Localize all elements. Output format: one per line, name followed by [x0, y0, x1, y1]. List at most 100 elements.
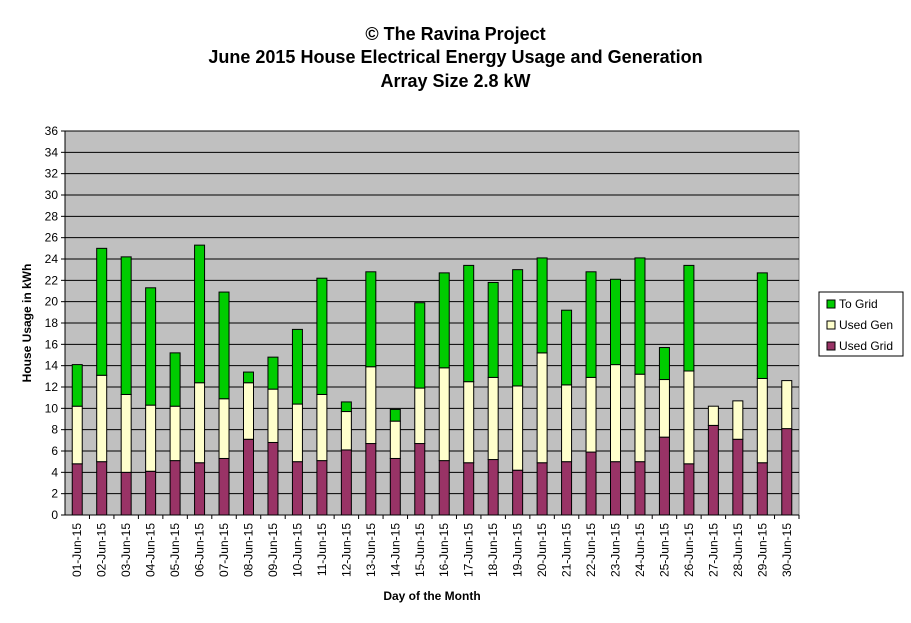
- bar-used-gen: [267, 388, 279, 443]
- bar-used-gen: [218, 398, 230, 459]
- bar-used-grid: [316, 460, 328, 516]
- bar-to-grid: [169, 352, 181, 407]
- y-tick-label: 4: [51, 465, 58, 479]
- bar-used-gen: [512, 385, 524, 471]
- bar-used-grid: [585, 451, 597, 516]
- bar-to-grid: [340, 401, 352, 413]
- y-axis-title: House Usage in kWh: [20, 264, 34, 383]
- bar-used-grid: [658, 436, 670, 516]
- y-tick-label: 24: [45, 252, 59, 266]
- bar-to-grid: [536, 257, 548, 354]
- bars-group: [71, 244, 793, 516]
- bar-used-gen: [610, 364, 621, 463]
- y-tick-label: 32: [45, 167, 59, 181]
- x-tick-label: 14-Jun-15: [388, 523, 402, 577]
- x-tick-label: 29-Jun-15: [755, 523, 769, 577]
- x-tick-label: 05-Jun-15: [168, 523, 182, 577]
- y-tick-label: 28: [45, 209, 59, 223]
- bar-used-gen: [561, 384, 573, 463]
- y-tick-label: 16: [45, 337, 59, 351]
- y-tick-label: 0: [51, 508, 58, 522]
- bar-used-grid: [120, 471, 132, 516]
- legend-swatch: [826, 299, 836, 309]
- bar-used-grid: [291, 461, 303, 516]
- y-tick-label: 36: [45, 124, 59, 138]
- bar-used-gen: [414, 387, 426, 445]
- bar-used-gen: [389, 420, 401, 459]
- bar-to-grid: [463, 264, 475, 383]
- x-tick-label: 28-Jun-15: [731, 523, 745, 577]
- bar-to-grid: [96, 247, 108, 376]
- y-tick-label: 30: [45, 188, 59, 202]
- bar-to-grid: [585, 271, 597, 378]
- x-tick-label: 01-Jun-15: [70, 523, 84, 577]
- bar-used-grid: [756, 462, 768, 516]
- bar-to-grid: [316, 277, 328, 395]
- x-tick-label: 23-Jun-15: [609, 523, 623, 577]
- bar-used-grid: [732, 438, 744, 516]
- bar-used-gen: [291, 403, 303, 463]
- bar-used-gen: [683, 370, 695, 465]
- bar-used-grid: [218, 457, 230, 516]
- bar-used-grid: [512, 469, 524, 516]
- x-tick-label: 19-Jun-15: [511, 523, 525, 577]
- bar-to-grid: [218, 291, 230, 400]
- bar-used-gen: [585, 376, 597, 453]
- legend: To Grid Used Gen Used Grid: [818, 291, 904, 357]
- x-tick-label: 08-Jun-15: [242, 523, 256, 577]
- bar-used-gen: [365, 366, 377, 445]
- x-tick-label: 03-Jun-15: [119, 523, 133, 577]
- x-tick-label: 20-Jun-15: [535, 523, 549, 577]
- bar-used-gen: [71, 405, 83, 465]
- x-axis-ticks: 01-Jun-15 02-Jun-15 03-Jun-15 04-Jun-15 05-J…: [70, 515, 800, 577]
- y-tick-label: 22: [45, 273, 59, 287]
- bar-used-gen: [707, 405, 719, 426]
- bar-used-grid: [96, 461, 108, 516]
- y-tick-label: 14: [45, 359, 59, 373]
- bar-used-grid: [683, 463, 695, 516]
- bar-used-gen: [340, 411, 352, 451]
- x-tick-label: 27-Jun-15: [706, 523, 720, 577]
- bar-used-grid: [340, 449, 352, 516]
- y-tick-label: 26: [45, 231, 59, 245]
- x-tick-label: 21-Jun-15: [560, 523, 574, 577]
- bar-to-grid: [194, 244, 206, 384]
- legend-swatch: [826, 341, 836, 351]
- bar-used-gen: [487, 376, 499, 461]
- y-tick-label: 6: [51, 444, 58, 458]
- x-tick-label: 10-Jun-15: [290, 523, 304, 577]
- bar-to-grid: [561, 309, 573, 386]
- x-tick-label: 25-Jun-15: [657, 523, 671, 577]
- bar-used-grid: [243, 438, 254, 516]
- bar-used-gen: [781, 380, 793, 430]
- bar-used-gen: [243, 382, 254, 440]
- x-tick-label: 07-Jun-15: [217, 523, 231, 577]
- bar-to-grid: [512, 269, 524, 387]
- bar-to-grid: [683, 264, 695, 372]
- bar-to-grid: [610, 278, 621, 366]
- bar-used-gen: [536, 352, 548, 464]
- y-tick-label: 10: [45, 401, 59, 415]
- x-tick-label: 18-Jun-15: [486, 523, 500, 577]
- legend-label: Used Grid: [839, 339, 893, 353]
- bar-used-grid: [707, 424, 719, 516]
- bar-to-grid: [756, 272, 768, 379]
- bar-used-grid: [389, 457, 401, 516]
- x-tick-label: 15-Jun-15: [413, 523, 427, 577]
- x-tick-label: 04-Jun-15: [144, 523, 158, 577]
- bar-to-grid: [634, 257, 646, 375]
- bar-used-grid: [438, 460, 450, 516]
- x-tick-label: 17-Jun-15: [462, 523, 476, 577]
- chart-title-line-3: Array Size 2.8 kW: [380, 71, 531, 91]
- bar-used-grid: [634, 461, 646, 516]
- x-tick-label: 24-Jun-15: [633, 523, 647, 577]
- bar-to-grid: [414, 302, 426, 389]
- bar-used-gen: [463, 381, 475, 464]
- y-tick-label: 12: [45, 380, 59, 394]
- bar-to-grid: [71, 364, 83, 407]
- bar-used-grid: [610, 461, 621, 516]
- bar-to-grid: [658, 347, 670, 381]
- bar-to-grid: [389, 408, 401, 422]
- bar-used-grid: [71, 463, 83, 516]
